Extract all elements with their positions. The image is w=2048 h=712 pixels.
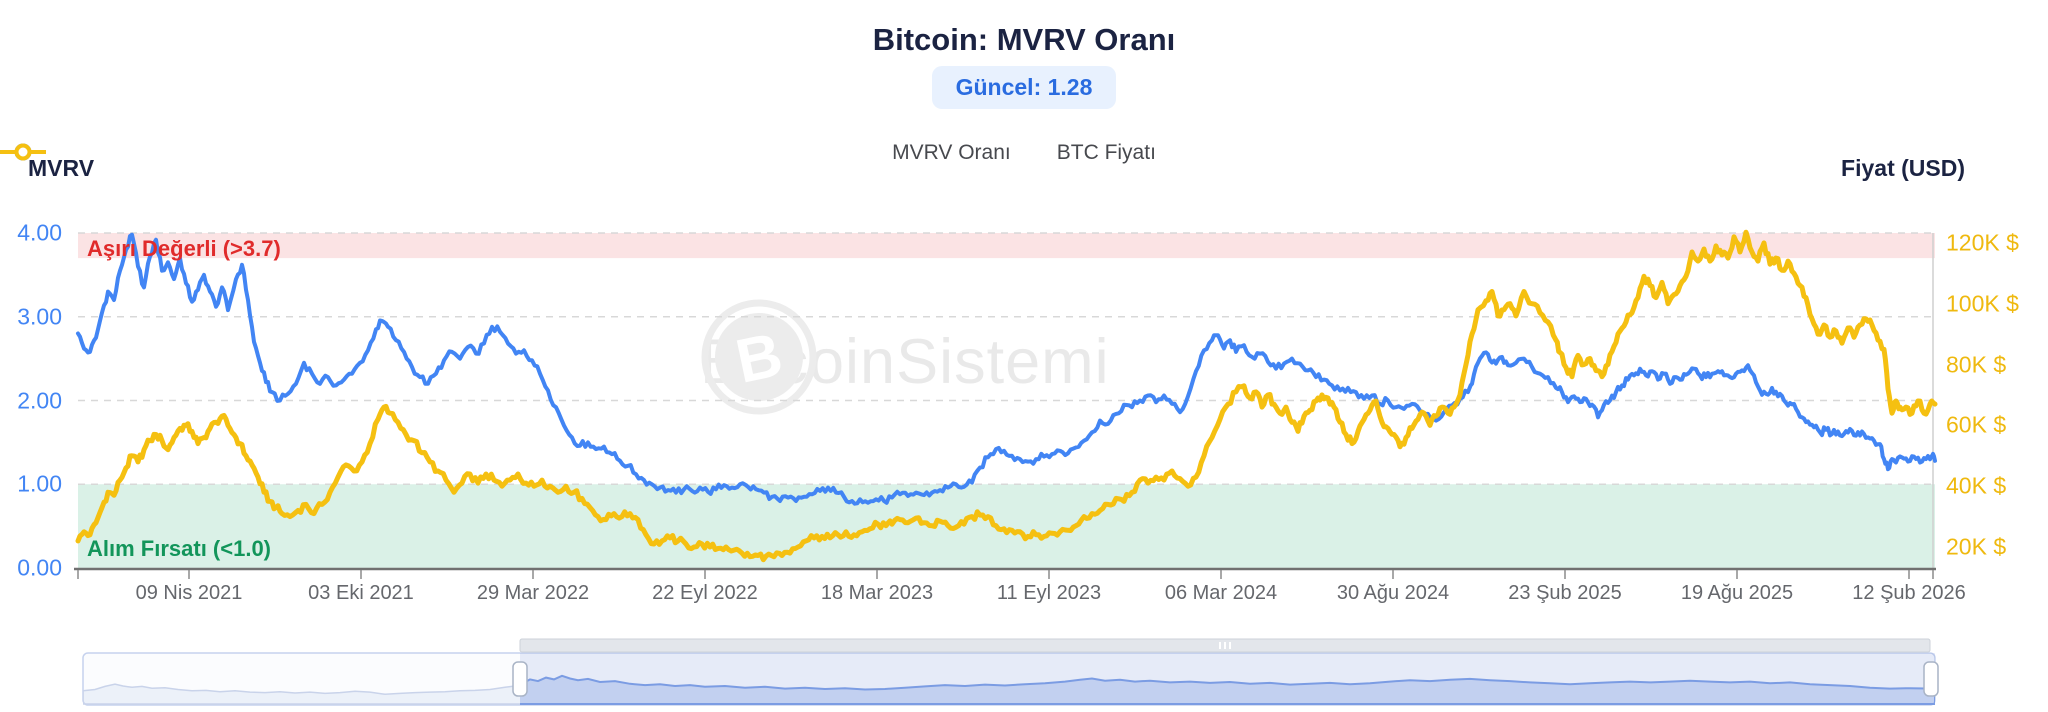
x-axis-label: 19 Ağu 2025 bbox=[1680, 582, 1794, 604]
y-axis-label-left: 0.00 bbox=[17, 554, 62, 581]
x-axis-label: 22 Eyl 2022 bbox=[652, 582, 758, 604]
scrollbar-grip-icon bbox=[1219, 642, 1221, 649]
x-axis-label: 11 Eyl 2023 bbox=[996, 582, 1102, 604]
legend-label: BTC Fiyatı bbox=[1056, 141, 1156, 164]
left-axis-title: MVRV bbox=[28, 155, 95, 181]
x-axis-label: 12 Şub 2026 bbox=[1852, 582, 1966, 604]
scrollbar-grip-icon bbox=[1224, 642, 1226, 649]
y-axis-label-left: 2.00 bbox=[17, 387, 62, 413]
chart-title: Bitcoin: MVRV Oranı bbox=[872, 22, 1176, 57]
scrollbar-grip-icon bbox=[1229, 642, 1231, 649]
x-axis-label: 30 Ağu 2024 bbox=[1336, 582, 1450, 604]
y-axis-label-right: 120K $ bbox=[1946, 229, 2019, 256]
x-axis-label: 18 Mar 2023 bbox=[820, 582, 934, 604]
y-axis-label-left: 1.00 bbox=[17, 470, 62, 497]
y-axis-label-right: 60K $ bbox=[1946, 411, 2007, 438]
navigator-mini-series-selected bbox=[520, 674, 1935, 705]
current-value-badge: Güncel: 1.28 bbox=[931, 66, 1117, 109]
x-axis-label: 03 Eki 2021 bbox=[308, 582, 414, 604]
x-axis-label: 23 Şub 2025 bbox=[1508, 582, 1622, 604]
navigator-handle-right[interactable] bbox=[1923, 661, 1939, 697]
navigator-handle-left[interactable] bbox=[512, 661, 528, 697]
y-axis-label-left: 3.00 bbox=[17, 303, 62, 330]
navigator-mini-series-unselected bbox=[83, 683, 520, 705]
btc-price-line bbox=[75, 229, 1938, 563]
navigator-selected-range[interactable] bbox=[520, 653, 1935, 705]
band-buy-opportunity bbox=[78, 484, 1935, 568]
legend: MVRV Oranı BTC Fiyatı bbox=[0, 141, 2048, 165]
legend-label: MVRV Oranı bbox=[892, 141, 1011, 164]
x-axis-label: 29 Mar 2022 bbox=[476, 582, 590, 604]
band-label-overvalued: Aşırı Değerli (>3.7) bbox=[87, 236, 281, 261]
y-axis-label-right: 20K $ bbox=[1946, 533, 2007, 560]
legend-marker-icon bbox=[0, 143, 46, 161]
y-axis-label-right: 40K $ bbox=[1946, 472, 2007, 499]
y-axis-label-left: 4.00 bbox=[17, 219, 62, 246]
y-axis-label-right: 80K $ bbox=[1946, 351, 2007, 378]
band-label-buy-opportunity: Alım Fırsatı (<1.0) bbox=[87, 536, 272, 561]
y-axis-label-right: 100K $ bbox=[1946, 290, 2019, 317]
x-axis-label: 06 Mar 2024 bbox=[1164, 582, 1278, 604]
mvrv-line bbox=[76, 232, 1937, 506]
x-axis-label: 09 Nis 2021 bbox=[135, 582, 243, 604]
legend-item-btc[interactable]: BTC Fiyatı bbox=[0, 141, 1156, 165]
current-value-badge-row: Güncel: 1.28 bbox=[0, 66, 2048, 109]
band-overvalued bbox=[78, 233, 1935, 259]
right-axis-title: Fiyat (USD) bbox=[1841, 155, 1965, 181]
